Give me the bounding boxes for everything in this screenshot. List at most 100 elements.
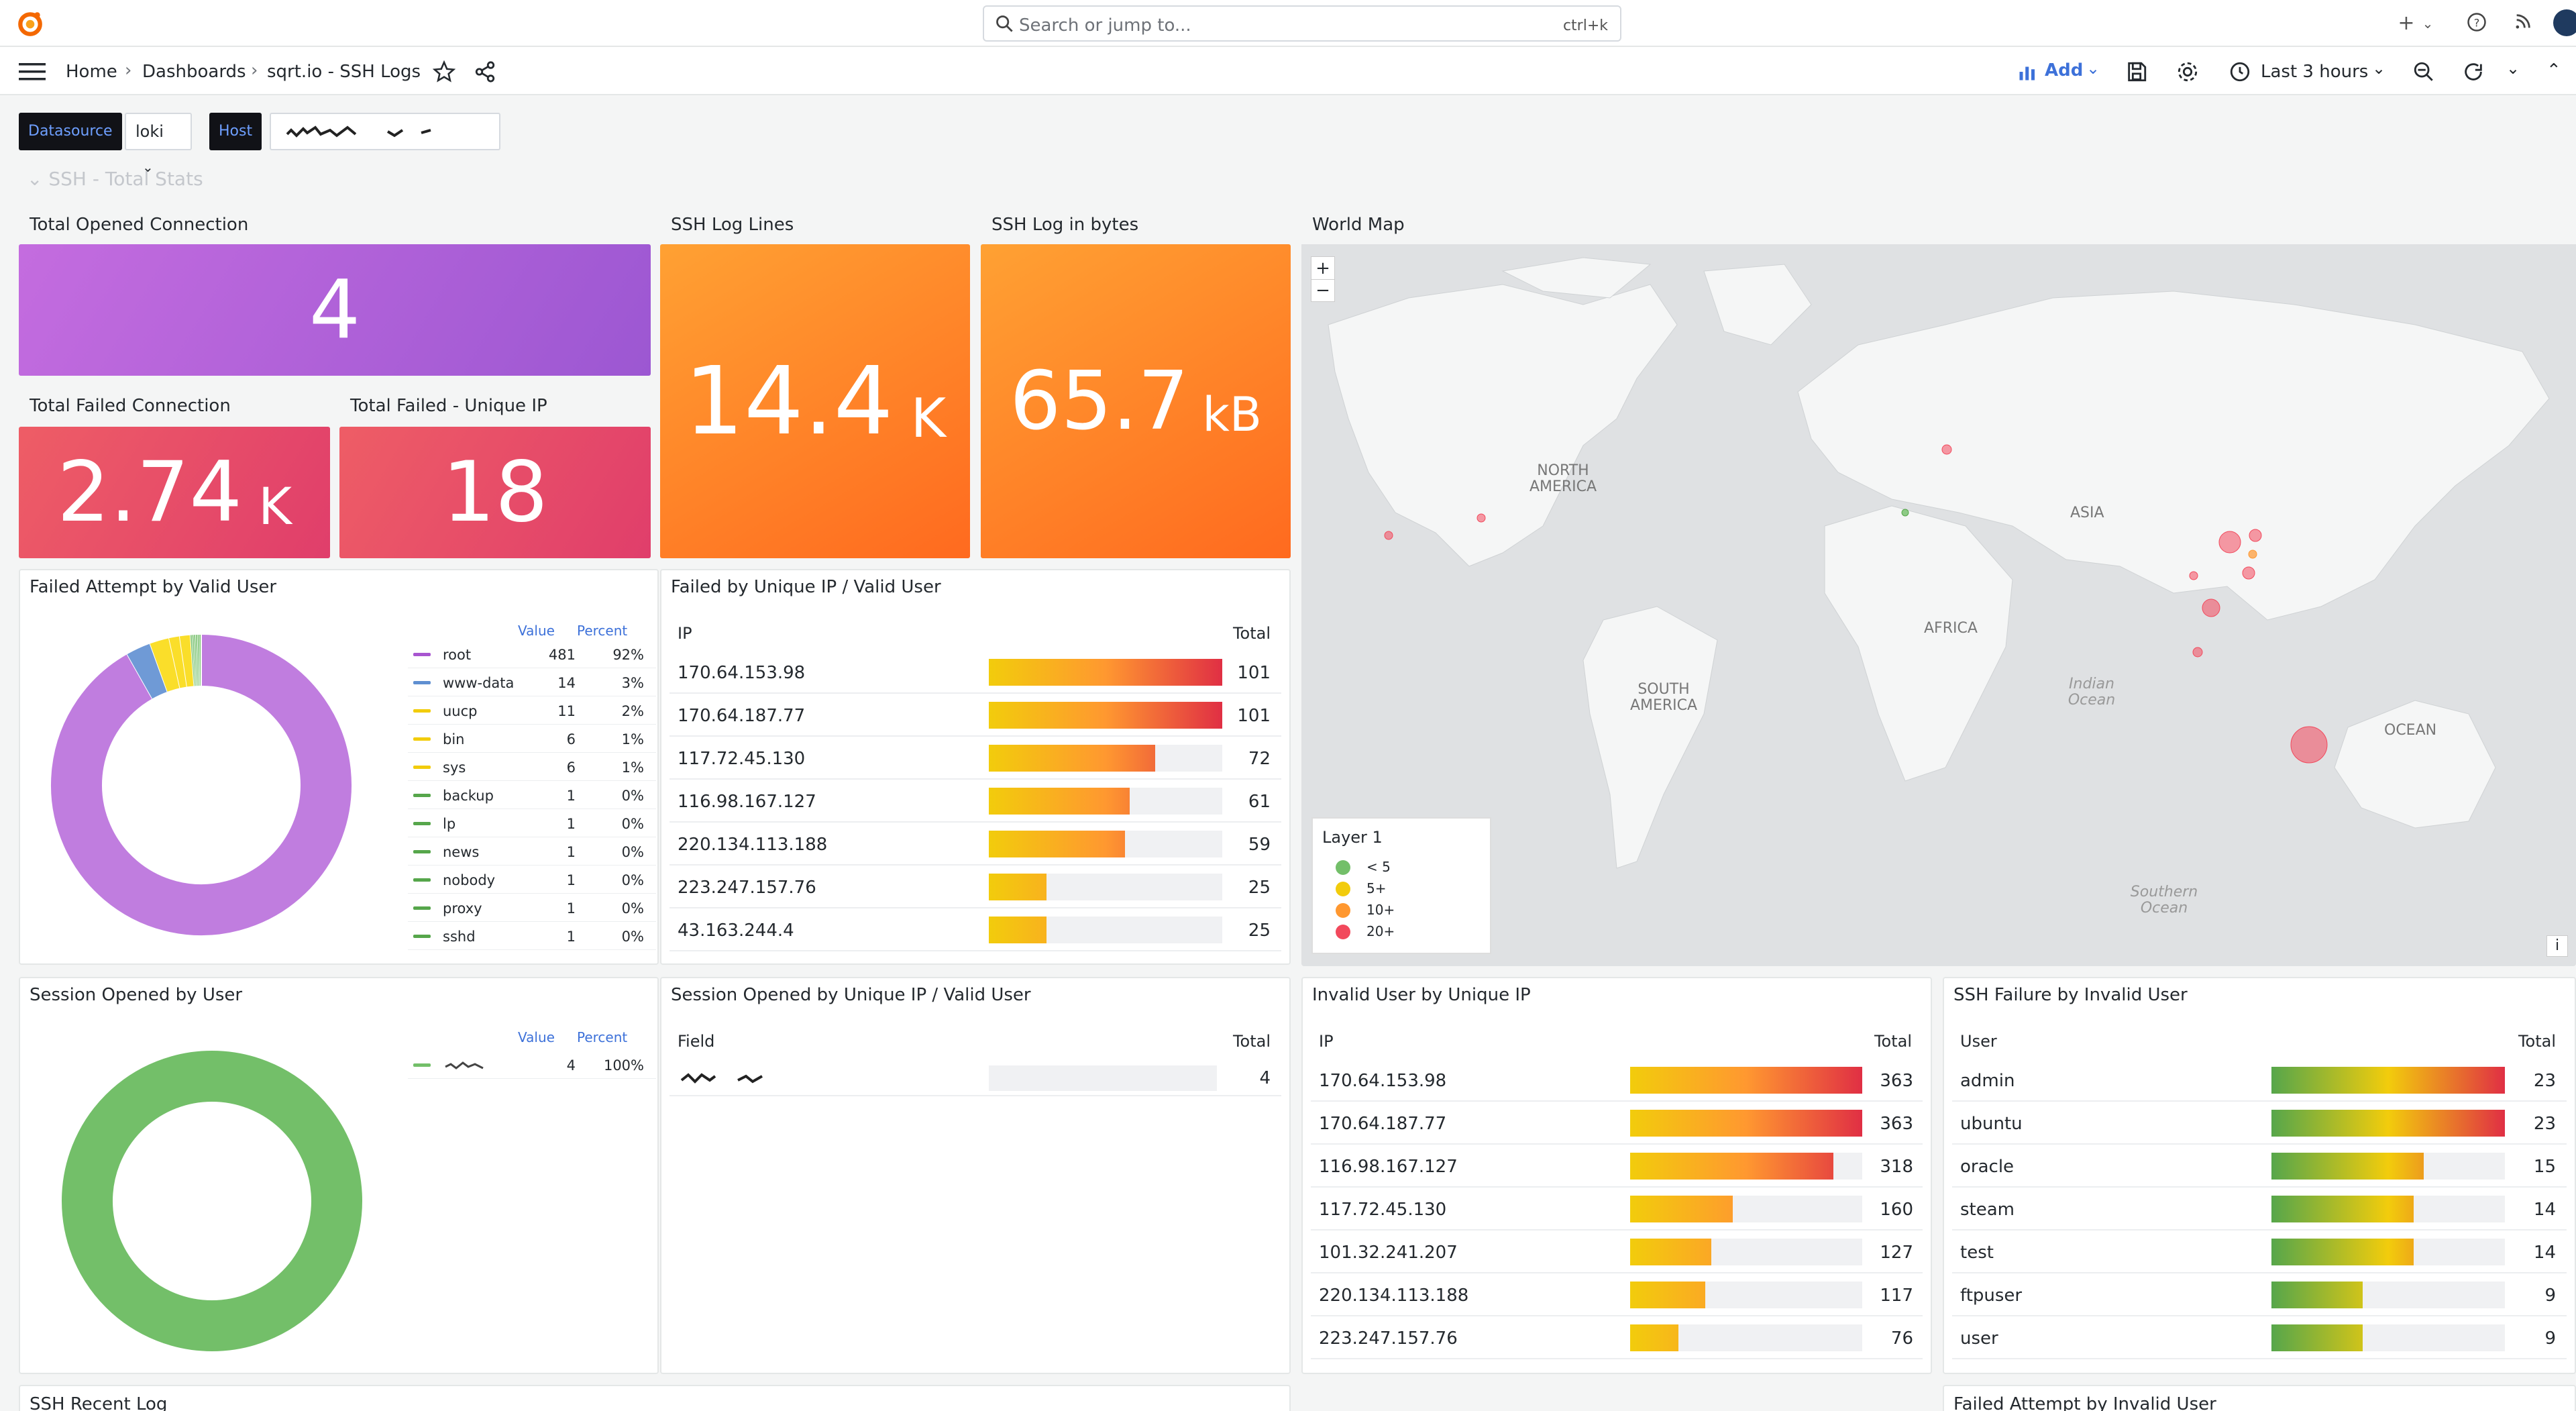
chevron-down-icon[interactable]: ⌄ <box>2422 15 2434 32</box>
legend-swatch <box>413 850 431 853</box>
panel-title: Total Failed - Unique IP <box>350 396 547 416</box>
donut-slice-www-data[interactable] <box>127 643 168 699</box>
table-row[interactable]: test 14 <box>1952 1231 2567 1273</box>
donut-slice-root[interactable] <box>51 635 352 935</box>
column-header-field[interactable]: Field <box>678 1032 715 1051</box>
host-select[interactable] <box>270 113 500 150</box>
table-row[interactable]: 170.64.153.98 363 <box>1311 1059 1923 1102</box>
add-button[interactable]: Add <box>2045 60 2084 81</box>
legend-item-news[interactable]: news 1 0% <box>408 837 656 866</box>
collapse-chevron-up-icon[interactable]: ⌃ <box>2546 60 2561 81</box>
table-row[interactable]: ubuntu 23 <box>1952 1102 2567 1145</box>
column-header-total[interactable]: Total <box>1874 1032 1912 1051</box>
legend-value-header[interactable]: Value <box>518 623 555 639</box>
donut-chart-session-by-user[interactable] <box>58 1047 366 1355</box>
table-row[interactable]: 101.32.241.207 127 <box>1311 1231 1923 1273</box>
legend-item-lp[interactable]: lp 1 0% <box>408 809 656 837</box>
legend-item-www-data[interactable]: www-data 14 3% <box>408 668 656 696</box>
save-icon[interactable] <box>2125 60 2148 83</box>
legend-item-sshd[interactable]: sshd 1 0% <box>408 922 656 950</box>
table-row[interactable]: 220.134.113.188 117 <box>1311 1273 1923 1316</box>
help-icon[interactable]: ? <box>2465 12 2488 35</box>
settings-gear-icon[interactable] <box>2176 60 2199 83</box>
legend-item-sys[interactable]: sys 6 1% <box>408 753 656 781</box>
legend-item[interactable]: 4 100% <box>408 1051 656 1079</box>
column-header-ip[interactable]: IP <box>678 624 692 643</box>
world-map-canvas[interactable] <box>1301 244 2576 966</box>
table-row[interactable]: 117.72.45.130 160 <box>1311 1188 1923 1231</box>
news-rss-icon[interactable] <box>2512 12 2534 35</box>
column-header-user[interactable]: User <box>1960 1032 1997 1051</box>
cell-label: admin <box>1960 1071 2015 1091</box>
chevron-down-icon[interactable]: ⌄ <box>2086 59 2100 78</box>
share-icon[interactable] <box>474 60 496 83</box>
legend-swatch <box>413 935 431 938</box>
clock-icon[interactable] <box>2229 60 2251 83</box>
new-plus-icon[interactable]: + <box>2398 11 2415 35</box>
table-row[interactable]: oracle 15 <box>1952 1145 2567 1188</box>
column-header-ip[interactable]: IP <box>1319 1032 1334 1051</box>
table-row[interactable]: 170.64.187.77 101 <box>669 694 1281 737</box>
time-range-picker[interactable]: Last 3 hours <box>2261 62 2369 82</box>
cell-total: 23 <box>2533 1114 2556 1134</box>
legend-percent-header[interactable]: Percent <box>577 623 628 639</box>
table-row[interactable]: 4 <box>669 1060 1281 1096</box>
star-icon[interactable] <box>433 60 455 83</box>
cell-label: 170.64.153.98 <box>678 663 806 683</box>
donut-slice-bin[interactable] <box>169 636 188 688</box>
legend-item-root[interactable]: root 481 92% <box>408 640 656 668</box>
table-row[interactable]: 116.98.167.127 318 <box>1311 1145 1923 1188</box>
map-legend-label: 5+ <box>1366 880 1387 896</box>
chevron-down-icon[interactable]: ⌄ <box>2506 59 2520 78</box>
map-label-south-america: SOUTH AMERICA <box>1629 681 1698 714</box>
table-row[interactable]: 170.64.153.98 101 <box>669 651 1281 694</box>
column-header-total[interactable]: Total <box>1232 1032 1271 1051</box>
legend-name: proxy <box>443 900 482 917</box>
row-title-ssh-total-stats[interactable]: ⌄ SSH - Total Stats <box>27 168 203 190</box>
refresh-icon[interactable] <box>2462 60 2485 83</box>
column-header-total[interactable]: Total <box>2518 1032 2556 1051</box>
table-row[interactable]: 223.247.157.76 76 <box>1311 1316 1923 1359</box>
datasource-select[interactable]: loki ⌄ <box>125 113 192 175</box>
legend-item-uucp[interactable]: uucp 11 2% <box>408 696 656 725</box>
zoom-out-button[interactable]: − <box>1316 280 1330 301</box>
bar-gauge-fill <box>2271 1324 2363 1351</box>
legend-item-backup[interactable]: backup 1 0% <box>408 781 656 809</box>
table-row[interactable]: steam 14 <box>1952 1188 2567 1231</box>
table-row[interactable]: 170.64.187.77 363 <box>1311 1102 1923 1145</box>
legend-item-nobody[interactable]: nobody 1 0% <box>408 866 656 894</box>
table-row[interactable]: 43.163.244.4 25 <box>669 908 1281 951</box>
table-row[interactable]: 223.247.157.76 25 <box>669 866 1281 908</box>
table-row[interactable]: user 9 <box>1952 1316 2567 1359</box>
breadcrumb-home[interactable]: Home <box>66 62 117 82</box>
donut-slice-uucp[interactable] <box>150 638 180 692</box>
table-row[interactable]: 117.72.45.130 72 <box>669 737 1281 780</box>
nav-bar: Home › Dashboards › sqrt.io - SSH Logs A… <box>0 47 2576 95</box>
bar-gauge-fill <box>1630 1067 1862 1094</box>
map-attribution-info-button[interactable]: i <box>2546 935 2568 957</box>
breadcrumb-dashboards[interactable]: Dashboards <box>142 62 246 82</box>
row-title-text: SSH - Total Stats <box>48 168 203 190</box>
zoom-in-button[interactable]: + <box>1311 257 1334 280</box>
table-row[interactable]: 116.98.167.127 61 <box>669 780 1281 823</box>
cell-label: 116.98.167.127 <box>1319 1157 1458 1177</box>
menu-icon[interactable] <box>19 62 46 82</box>
zoom-out-icon[interactable] <box>2412 60 2435 83</box>
legend-item-proxy[interactable]: proxy 1 0% <box>408 894 656 922</box>
donut-slice[interactable] <box>62 1051 362 1351</box>
table-row[interactable]: 220.134.113.188 59 <box>669 823 1281 866</box>
chevron-down-icon[interactable]: ⌄ <box>2372 59 2386 78</box>
legend-value-header[interactable]: Value <box>518 1029 555 1045</box>
cell-label: 170.64.187.77 <box>678 706 806 726</box>
legend-item-bin[interactable]: bin 6 1% <box>408 725 656 753</box>
column-header-total[interactable]: Total <box>1232 624 1271 643</box>
grafana-logo-icon[interactable] <box>16 9 44 38</box>
donut-chart-failed-valid-user[interactable] <box>47 631 356 939</box>
user-avatar[interactable] <box>2553 9 2576 36</box>
table-row[interactable]: admin 23 <box>1952 1059 2567 1102</box>
add-panel-icon[interactable] <box>2018 60 2038 83</box>
legend-percent-header[interactable]: Percent <box>577 1029 628 1045</box>
search-input[interactable]: Search or jump to... ctrl+k <box>983 5 1621 42</box>
table-row[interactable]: ftpuser 9 <box>1952 1273 2567 1316</box>
donut-slice-sys[interactable] <box>179 635 195 687</box>
